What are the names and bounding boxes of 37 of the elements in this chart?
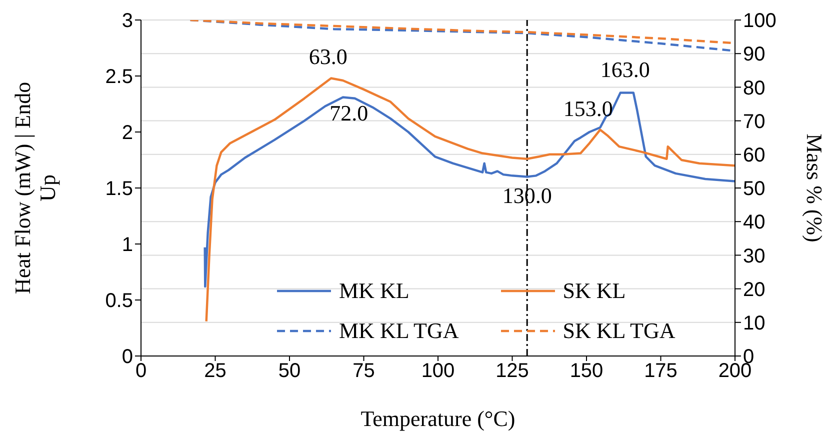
annotation: 153.0 xyxy=(563,96,613,121)
y-tick-label: 1.5 xyxy=(105,178,133,200)
x-tick-label: 75 xyxy=(352,360,375,382)
legend-label: SK KL TGA xyxy=(562,318,676,344)
annotation: 72.0 xyxy=(330,100,368,126)
line-series xyxy=(205,77,735,322)
y2-tick-label: 80 xyxy=(743,77,766,100)
y2-tick-label: 60 xyxy=(743,144,766,166)
x-tick-label: 150 xyxy=(570,360,604,382)
y-tick-label: 0.5 xyxy=(105,290,133,312)
annotation: 130.0 xyxy=(502,182,552,208)
legend-label: SK KL xyxy=(562,278,626,304)
y2-tick-label: 30 xyxy=(743,245,766,268)
y2-tick-label: 70 xyxy=(743,110,766,133)
y-tick-label: 2 xyxy=(122,122,133,144)
y-tick-label: 0 xyxy=(122,346,133,368)
legend-label: MK KL xyxy=(339,278,410,304)
y2-axis-title: Mass % (%) xyxy=(802,134,825,242)
y2-tick-label: 50 xyxy=(743,178,766,200)
x-tick-label: 25 xyxy=(204,360,226,382)
x-tick-label: 100 xyxy=(421,360,455,382)
y2-tick-label: 100 xyxy=(743,10,776,32)
x-tick-label: 125 xyxy=(496,360,529,382)
x-axis-title: Temperature (°C) xyxy=(360,406,516,431)
y2-tick-label: 40 xyxy=(743,212,766,234)
annotation: 63.0 xyxy=(308,44,348,70)
y-tick-label: 1 xyxy=(122,234,133,256)
y-tick-label: 2.5 xyxy=(105,66,133,88)
y-axis-title: Heat Flow (mW) | Endo Up xyxy=(10,82,60,294)
annotation: 163.0 xyxy=(600,56,650,82)
y-tick-label: 3 xyxy=(122,10,133,32)
y2-tick-label: 10 xyxy=(743,312,766,334)
y2-tick-label: 90 xyxy=(743,44,766,66)
x-tick-label: 175 xyxy=(644,360,678,382)
x-tick-label: 50 xyxy=(278,360,301,382)
legend-label: MK KL TGA xyxy=(339,318,459,344)
y2-tick-label: 20 xyxy=(743,278,766,301)
